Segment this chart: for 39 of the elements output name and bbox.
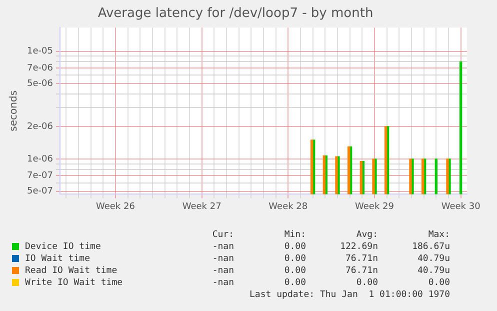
text: 40.79u: [416, 253, 450, 265]
legend-label: Device IO time: [24, 241, 102, 253]
text: Last update: Thu Jan 1 01:00:00 1970: [248, 289, 450, 301]
text: -nan: [211, 253, 234, 265]
legend-label: IO Wait time: [24, 253, 92, 265]
x-tick-label: Week 27: [182, 202, 222, 212]
text: -nan: [211, 277, 234, 289]
legend-label: Read IO Wait time: [24, 265, 118, 277]
text: -nan: [211, 265, 234, 277]
text: Max:: [427, 229, 450, 241]
y-tick-label: 7e-06: [26, 63, 54, 74]
y-tick-label: 5e-06: [26, 79, 54, 90]
x-tick-label: Week 26: [96, 202, 136, 212]
text: 0.00: [427, 277, 450, 289]
text: 0.00: [283, 277, 306, 289]
y-tick-label: 5e-07: [26, 186, 53, 197]
text: 0.00: [283, 241, 306, 253]
text: 186.67u: [411, 241, 450, 253]
y-tick-label: 1e-05: [26, 46, 53, 57]
x-tick-label: Week 28: [268, 202, 308, 212]
y-tick-label: 2e-06: [26, 122, 54, 132]
text: Avg:: [355, 229, 378, 241]
text: 0.00: [283, 265, 306, 277]
text: 0.00: [355, 277, 378, 289]
text: 0.00: [283, 253, 306, 265]
text: 122.69n: [339, 241, 378, 253]
text: -nan: [211, 241, 234, 253]
y-axis-title: seconds: [8, 90, 20, 132]
text: Cur:: [211, 229, 234, 241]
text: 40.79u: [416, 265, 450, 277]
text: 76.71n: [344, 253, 378, 265]
x-tick-label: Week 29: [355, 202, 394, 212]
legend-label: Write IO Wait time: [24, 277, 124, 289]
chart-title: Average latency for /dev/loop7 - by month: [98, 6, 374, 22]
text: 76.71n: [344, 265, 378, 277]
y-tick-label: 1e-06: [26, 154, 54, 164]
text: Min:: [283, 229, 306, 241]
y-tick-label: 7e-07: [26, 170, 53, 181]
x-tick-label: Week 30: [441, 202, 481, 212]
